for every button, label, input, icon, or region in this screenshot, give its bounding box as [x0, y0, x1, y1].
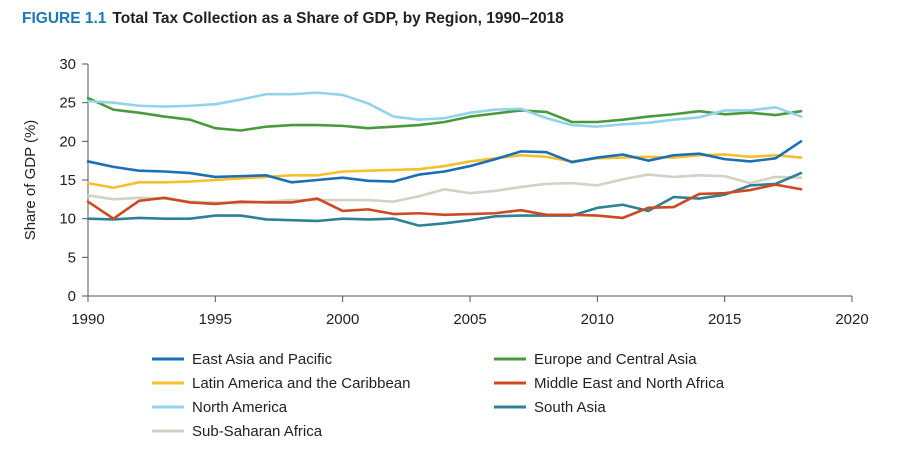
series-line — [86, 153, 803, 190]
series-line — [86, 183, 803, 220]
legend-label: Europe and Central Asia — [534, 351, 697, 368]
series-line — [86, 96, 803, 132]
y-tick-label: 20 — [59, 133, 76, 150]
figure-label: FIGURE 1.1 — [22, 10, 107, 27]
x-tick-label: 1990 — [71, 311, 104, 328]
legend-label: South Asia — [534, 399, 606, 416]
x-tick-label: 2015 — [708, 311, 741, 328]
series-lines — [86, 91, 803, 227]
x-tick-label: 2005 — [453, 311, 486, 328]
legend: East Asia and Pacific Europe and Central … — [152, 351, 725, 440]
legend-label: East Asia and Pacific — [192, 351, 333, 368]
y-tick-label: 10 — [59, 211, 76, 228]
x-tick-label: 2010 — [581, 311, 614, 328]
x-tick-label: 2000 — [326, 311, 359, 328]
series-line — [86, 171, 803, 227]
y-tick-label: 25 — [59, 95, 76, 112]
y-tick-label: 0 — [68, 288, 76, 305]
figure-title: Total Tax Collection as a Share of GDP, … — [112, 10, 564, 27]
y-tick-label: 30 — [59, 56, 76, 73]
legend-label: North America — [192, 399, 288, 416]
figure-title-block: FIGURE 1.1 Total Tax Collection as a Shar… — [22, 10, 564, 28]
y-tick-label: 5 — [68, 249, 76, 266]
series-line — [86, 140, 803, 184]
legend-label: Sub-Saharan Africa — [192, 423, 323, 440]
x-tick-label: 1995 — [199, 311, 232, 328]
y-axis-label: Share of GDP (%) — [22, 120, 39, 241]
legend-label: Latin America and the Caribbean — [192, 375, 410, 392]
axes: 0 5 10 15 20 25 30 1990 1995 2000 2005 2010 2015 2020… — [22, 56, 869, 328]
series-line — [86, 91, 803, 128]
legend-label: Middle East and North Africa — [534, 375, 725, 392]
y-tick-label: 15 — [59, 172, 76, 189]
x-tick-label: 2020 — [835, 311, 868, 328]
